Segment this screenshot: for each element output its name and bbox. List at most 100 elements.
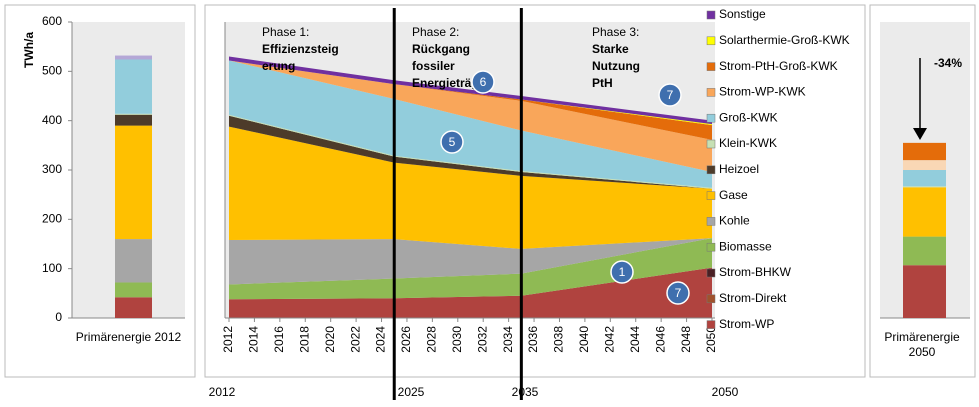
- bar-segment: [115, 297, 152, 318]
- y-tick-label: 400: [42, 113, 62, 127]
- phase-text: Phase 1:: [262, 25, 309, 39]
- marker-circle: [471, 70, 495, 94]
- area: [229, 238, 712, 300]
- y-tick-label: 200: [42, 212, 62, 226]
- bar-segment: [115, 55, 152, 60]
- legend-label: Heizoel: [719, 162, 759, 176]
- y-tick-label: 500: [42, 64, 62, 78]
- x-tick-label: 2028: [425, 326, 439, 353]
- area: [229, 238, 712, 285]
- legend-label: Gase: [719, 188, 748, 202]
- y-tick-label: 300: [42, 162, 62, 176]
- x-tick-label: 2042: [602, 326, 616, 353]
- legend-label: Kohle: [719, 214, 750, 228]
- marker-label: 7: [675, 286, 682, 300]
- bar-segment: [903, 265, 946, 318]
- legend-label: Biomasse: [719, 239, 772, 253]
- legend-label: Strom-BHKW: [719, 265, 792, 279]
- area: [229, 60, 712, 172]
- bar-segment: [903, 170, 946, 187]
- x-tick-label: 2016: [272, 326, 286, 353]
- x-tick-label: 2044: [628, 326, 642, 353]
- x-tick-label: 2012: [221, 326, 235, 353]
- x-tick-label: 2038: [552, 326, 566, 353]
- area: [229, 56, 712, 125]
- bar-segment: [903, 236, 946, 266]
- x-tick-label: 2034: [501, 326, 515, 353]
- legend-swatch: [706, 10, 716, 20]
- marker-circle: [658, 83, 682, 107]
- legend-swatch: [706, 62, 716, 71]
- phase-text: Phase 3:: [592, 25, 639, 39]
- marker-label: 7: [667, 88, 674, 102]
- bar-segment: [903, 160, 946, 170]
- legend-label: Strom-Direkt: [719, 291, 787, 305]
- phase-text: Effizienzsteig: [262, 42, 339, 56]
- marker-label: 1: [619, 265, 626, 279]
- legend-swatch: [706, 88, 716, 97]
- legend-swatch: [706, 165, 716, 175]
- legend-label: Strom-WP: [719, 317, 774, 331]
- legend-swatch: [706, 242, 716, 252]
- bar-segment: [903, 187, 946, 237]
- marker-circle: [440, 130, 464, 154]
- marker-circle: [666, 281, 690, 305]
- x-tick-label: 2032: [475, 326, 489, 353]
- legend-swatch: [706, 113, 716, 123]
- x-tick-label: 2020: [323, 326, 337, 353]
- milestone-label: 2050: [712, 385, 739, 399]
- bar-segment: [115, 59, 152, 114]
- legend-label: Solarthermie-Groß-KWK: [719, 33, 850, 47]
- marker-label: 6: [480, 75, 487, 89]
- marker-label: 5: [449, 135, 456, 149]
- legend-swatch: [706, 36, 716, 46]
- x-tick-label: 2018: [297, 326, 311, 353]
- legend-label: Klein-KWK: [719, 136, 777, 150]
- phase-text: Energieträger: [412, 76, 490, 90]
- legend-swatch: [706, 320, 716, 329]
- phase-text: Starke: [592, 42, 629, 56]
- x-tick-label: 2036: [526, 326, 540, 353]
- marker-circle: [610, 260, 634, 284]
- y-tick-label: 600: [42, 14, 62, 28]
- x-tick-label: 2048: [679, 326, 693, 353]
- legend-swatch: [706, 139, 716, 149]
- legend-swatch: [706, 217, 716, 226]
- phase-text: fossiler: [412, 59, 455, 73]
- x-tick-label: 2026: [399, 326, 413, 353]
- x-tick-label: 2022: [348, 326, 362, 353]
- legend-label: Sonstige: [719, 7, 766, 21]
- x-tick-label: Primärenergie 2050: [884, 330, 960, 359]
- y-axis-label: TWh/a: [22, 32, 36, 68]
- annotation: -34%: [934, 56, 962, 70]
- arrow-head: [913, 128, 927, 140]
- bar-segment: [903, 186, 946, 188]
- legend-label: Strom-WP-KWK: [719, 85, 806, 99]
- x-tick-label: 2024: [374, 326, 388, 353]
- legend-swatch: [706, 268, 716, 278]
- phase-text: Rückgang: [412, 42, 470, 56]
- legend-swatch: [706, 191, 716, 200]
- area: [229, 60, 712, 188]
- x-tick-label: 2014: [247, 326, 261, 353]
- bar-segment: [115, 114, 152, 126]
- x-tick-label: Primärenergie 2012: [75, 330, 182, 344]
- area: [229, 126, 712, 249]
- legend-swatch: [706, 294, 716, 304]
- bar-segment: [115, 239, 152, 283]
- phase-text: erung: [262, 59, 295, 73]
- phase-text: PtH: [592, 76, 613, 90]
- y-tick-label: 0: [55, 310, 62, 324]
- y-tick-label: 100: [42, 261, 62, 275]
- x-tick-label: 2046: [653, 326, 667, 353]
- x-tick-label: 2040: [577, 326, 591, 353]
- bar-segment: [903, 142, 946, 161]
- x-tick-label: 2050: [704, 326, 718, 353]
- bar-segment: [115, 125, 152, 240]
- phase-text: Nutzung: [592, 59, 640, 73]
- legend-label: Groß-KWK: [719, 110, 778, 124]
- milestone-label: 2025: [398, 385, 425, 399]
- bar-segment: [115, 282, 152, 298]
